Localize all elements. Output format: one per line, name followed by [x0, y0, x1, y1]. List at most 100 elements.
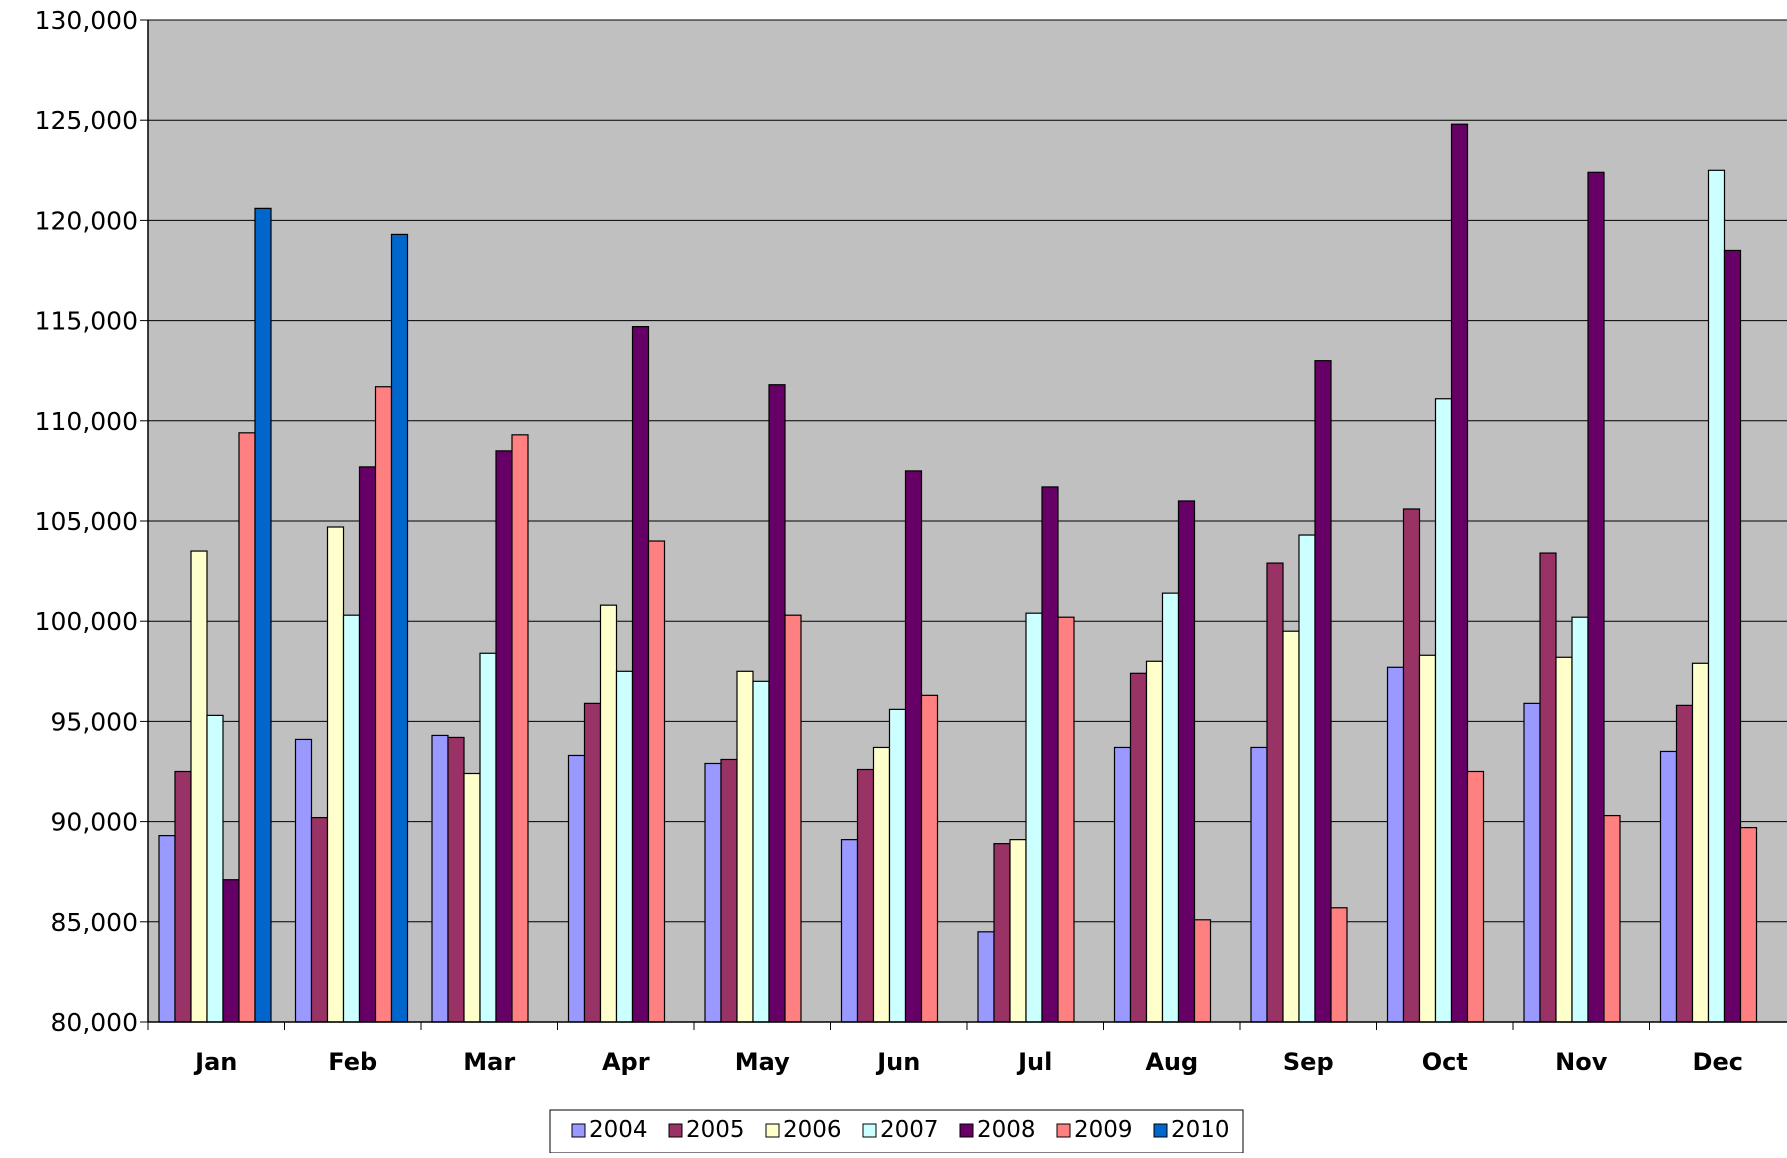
x-tick-label: Sep — [1283, 1048, 1334, 1076]
bar-jul-2005 — [993, 843, 1011, 1023]
bar-feb-2010 — [390, 233, 409, 1023]
y-tick-labels: 80,000 85,000 90,000 95,000 100,000 105,000 11… — [35, 6, 138, 1037]
y-tick-label: 115,000 — [35, 307, 138, 336]
bar-mar-2006 — [463, 772, 481, 1023]
bar-nov-2005 — [1539, 552, 1557, 1023]
legend-swatch-2005 — [668, 1123, 683, 1138]
bar-sep-2004 — [1250, 746, 1268, 1023]
bar-feb-2005 — [310, 816, 329, 1023]
bar-apr-2007 — [615, 670, 634, 1023]
x-tick-label: Mar — [463, 1048, 515, 1076]
bar-jul-2007 — [1025, 612, 1043, 1023]
bar-oct-2008 — [1450, 123, 1469, 1023]
x-tick-label: Apr — [602, 1048, 650, 1076]
bar-jan-2010 — [254, 207, 272, 1023]
y-tick-label: 80,000 — [51, 1008, 138, 1037]
legend-label: 2008 — [977, 1117, 1036, 1143]
x-tick-label: Nov — [1555, 1048, 1608, 1076]
bar-aug-2005 — [1129, 672, 1148, 1023]
legend-swatch-2006 — [765, 1123, 780, 1138]
bar-aug-2006 — [1145, 660, 1164, 1023]
bar-may-2006 — [736, 670, 754, 1023]
legend-label: 2009 — [1074, 1117, 1133, 1143]
legend-box — [549, 1109, 1244, 1154]
x-tick-label: Jun — [875, 1048, 920, 1076]
bar-aug-2008 — [1177, 500, 1196, 1023]
legend-swatch-2008 — [959, 1123, 974, 1138]
bar-dec-2005 — [1675, 704, 1694, 1023]
bar-dec-2006 — [1691, 662, 1710, 1023]
bar-jul-2004 — [977, 931, 995, 1023]
bar-sep-2005 — [1266, 562, 1284, 1023]
bar-jan-2007 — [206, 714, 224, 1023]
bar-jan-2009 — [238, 432, 256, 1023]
bar-feb-2007 — [342, 614, 361, 1023]
axes — [147, 20, 1787, 1030]
bar-jun-2005 — [856, 768, 875, 1023]
y-tick-label: 85,000 — [51, 908, 138, 937]
bar-nov-2006 — [1555, 656, 1573, 1023]
bar-dec-2008 — [1723, 249, 1742, 1023]
legend-swatch-2009 — [1056, 1123, 1071, 1138]
legend-label: 2004 — [589, 1117, 648, 1143]
bar-apr-2008 — [631, 326, 650, 1023]
legend-label: 2006 — [783, 1117, 842, 1143]
bar-oct-2006 — [1418, 654, 1437, 1023]
legend-swatch-2004 — [571, 1123, 586, 1138]
bar-dec-2004 — [1659, 750, 1678, 1023]
bar-nov-2009 — [1603, 814, 1621, 1023]
legend-label: 2010 — [1171, 1117, 1230, 1143]
bar-jan-2004 — [158, 835, 176, 1023]
bar-oct-2005 — [1402, 508, 1421, 1023]
legend-label: 2007 — [880, 1117, 939, 1143]
x-tick-labels: Jan Feb Mar Apr May Jun Jul Aug Sep Oct Nov Dec — [193, 1048, 1743, 1076]
y-tick-label: 100,000 — [35, 607, 138, 636]
bar-apr-2004 — [567, 754, 586, 1023]
x-tick-label: Jan — [193, 1048, 237, 1076]
x-tick-label: Jul — [1016, 1048, 1052, 1076]
bar-nov-2008 — [1587, 171, 1605, 1023]
bar-mar-2008 — [495, 450, 513, 1023]
y-tick-label: 90,000 — [51, 808, 138, 837]
bar-may-2007 — [752, 680, 770, 1023]
bar-mar-2005 — [447, 736, 465, 1023]
bar-may-2005 — [720, 758, 738, 1023]
bar-sep-2008 — [1314, 360, 1332, 1023]
bar-sep-2009 — [1330, 907, 1348, 1023]
bar-may-2008 — [768, 384, 786, 1023]
bar-dec-2009 — [1739, 827, 1758, 1023]
x-tick-label: May — [735, 1048, 790, 1076]
bar-apr-2009 — [647, 540, 666, 1023]
legend: 2004 2005 2006 2007 2008 2009 2010 — [549, 1109, 1244, 1154]
bar-nov-2004 — [1523, 702, 1541, 1023]
bar-jun-2009 — [920, 694, 939, 1023]
bar-feb-2008 — [358, 466, 377, 1023]
bar-mar-2004 — [431, 734, 449, 1023]
bar-aug-2004 — [1113, 746, 1132, 1023]
x-tick-label: Oct — [1422, 1048, 1468, 1076]
bar-oct-2004 — [1386, 666, 1405, 1023]
bar-mar-2009 — [511, 434, 529, 1023]
y-tick-label: 125,000 — [35, 106, 138, 135]
bar-feb-2009 — [374, 386, 393, 1023]
bar-apr-2006 — [599, 604, 618, 1023]
gridlines — [140, 19, 1787, 1023]
bar-jun-2007 — [888, 708, 907, 1023]
bar-jan-2008 — [222, 879, 240, 1023]
y-tick-label: 110,000 — [35, 407, 138, 436]
bar-jun-2008 — [904, 470, 923, 1023]
x-tick-label: Feb — [328, 1048, 377, 1076]
x-tick-label: Dec — [1693, 1048, 1743, 1076]
bar-mar-2007 — [479, 652, 497, 1023]
bar-apr-2005 — [583, 702, 602, 1023]
bar-jul-2008 — [1041, 486, 1059, 1023]
bar-dec-2007 — [1707, 169, 1726, 1023]
bar-jul-2009 — [1057, 616, 1075, 1023]
legend-swatch-2007 — [862, 1123, 877, 1138]
y-tick-label: 95,000 — [51, 707, 138, 736]
y-tick-label: 105,000 — [35, 507, 138, 536]
bar-jun-2004 — [840, 839, 859, 1023]
bar-feb-2006 — [326, 526, 345, 1023]
